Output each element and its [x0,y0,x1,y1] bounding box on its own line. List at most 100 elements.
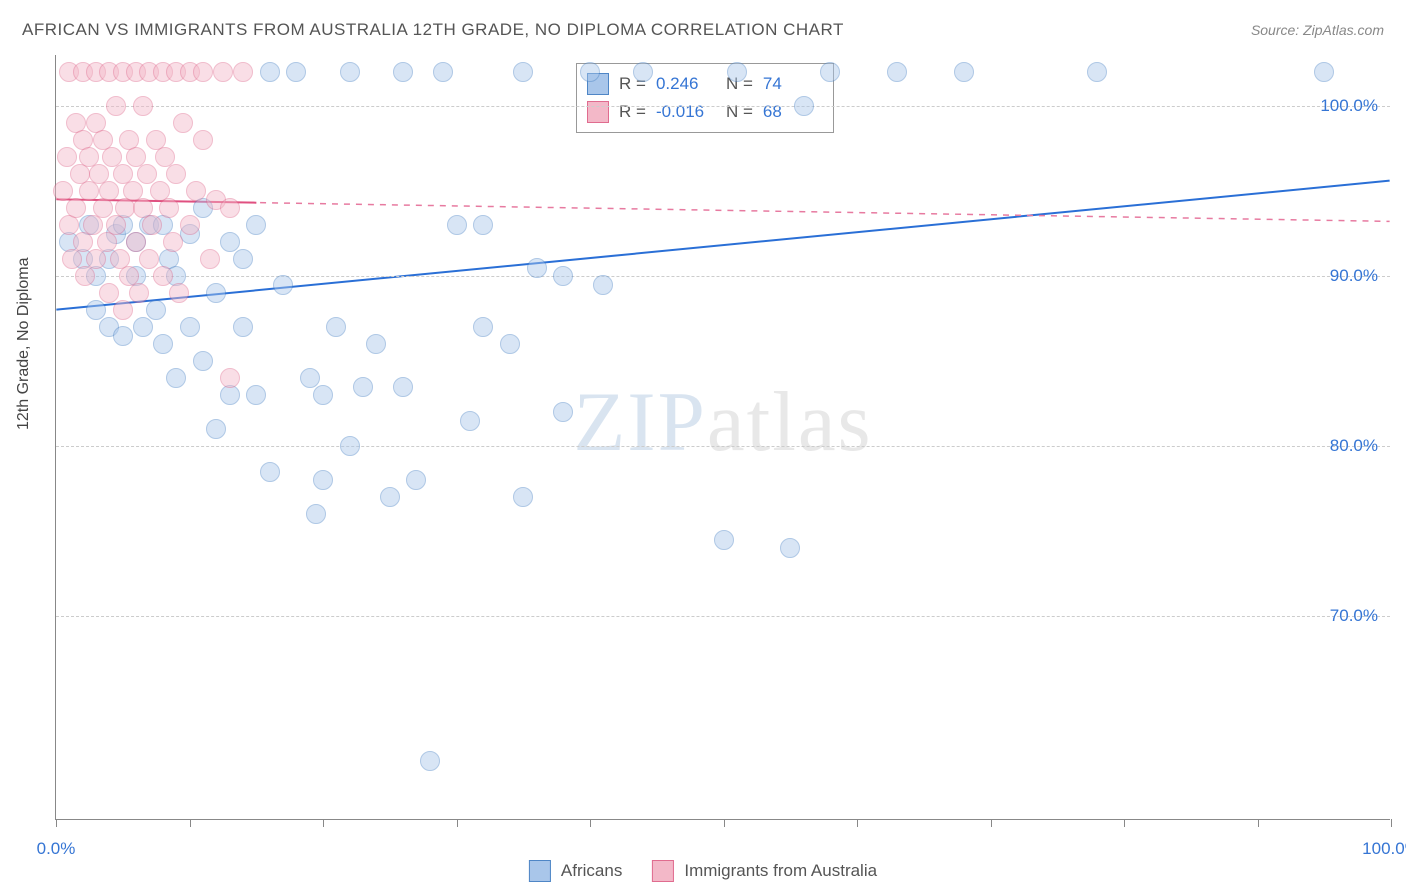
y-axis-label: 12th Grade, No Diploma [15,257,33,430]
gridline [56,446,1390,447]
data-point [113,300,133,320]
r-label-2: R = [619,98,646,126]
data-point [300,368,320,388]
data-point [273,275,293,295]
data-point [714,530,734,550]
data-point [406,470,426,490]
data-point [180,215,200,235]
stats-row-1: R = 0.246 N = 74 [587,70,823,98]
data-point [473,215,493,235]
data-point [246,215,266,235]
data-point [129,283,149,303]
data-point [200,249,220,269]
data-point [313,470,333,490]
data-point [393,62,413,82]
watermark-atlas: atlas [707,375,873,469]
legend-swatch-2 [652,860,674,882]
data-point [1087,62,1107,82]
data-point [206,419,226,439]
data-point [306,504,326,524]
data-point [133,96,153,116]
watermark-zip: ZIP [573,375,707,469]
bottom-legend: Africans Immigrants from Australia [529,860,877,882]
data-point [75,266,95,286]
gridline [56,276,1390,277]
stats-box: R = 0.246 N = 74 R = -0.016 N = 68 [576,63,834,133]
data-point [159,198,179,218]
xtick-mark [590,819,591,827]
data-point [220,232,240,252]
source-label: Source: ZipAtlas.com [1251,22,1384,38]
data-point [66,198,86,218]
data-point [79,181,99,201]
legend-swatch-1 [529,860,551,882]
data-point [460,411,480,431]
data-point [173,113,193,133]
xtick-mark [457,819,458,827]
data-point [220,368,240,388]
data-point [233,249,253,269]
data-point [83,215,103,235]
data-point [353,377,373,397]
data-point [86,300,106,320]
watermark: ZIPatlas [573,373,872,471]
data-point [246,385,266,405]
ytick-label: 70.0% [1330,606,1378,626]
xtick-mark [190,819,191,827]
data-point [137,164,157,184]
n-value-2: 68 [763,98,823,126]
data-point [153,334,173,354]
data-point [366,334,386,354]
chart-title: AFRICAN VS IMMIGRANTS FROM AUSTRALIA 12T… [22,20,844,40]
n-label-2: N = [726,98,753,126]
data-point [553,402,573,422]
stats-row-2: R = -0.016 N = 68 [587,98,823,126]
chart-container: AFRICAN VS IMMIGRANTS FROM AUSTRALIA 12T… [0,0,1406,892]
data-point [142,215,162,235]
data-point [954,62,974,82]
plot-area: ZIPatlas R = 0.246 N = 74 R = -0.016 N =… [55,55,1390,820]
data-point [99,283,119,303]
data-point [500,334,520,354]
data-point [340,62,360,82]
ytick-label: 100.0% [1320,96,1378,116]
data-point [73,232,93,252]
data-point [53,181,73,201]
data-point [473,317,493,337]
data-point [233,317,253,337]
data-point [513,62,533,82]
data-point [433,62,453,82]
data-point [326,317,346,337]
swatch-series-2 [587,101,609,123]
xtick-mark [1124,819,1125,827]
trend-lines-svg [56,55,1390,819]
data-point [313,385,333,405]
xtick-label: 100.0% [1362,839,1406,859]
data-point [206,283,226,303]
data-point [86,249,106,269]
data-point [186,181,206,201]
xtick-mark [323,819,324,827]
data-point [166,368,186,388]
gridline [56,616,1390,617]
data-point [169,283,189,303]
data-point [593,275,613,295]
data-point [233,62,253,82]
data-point [166,164,186,184]
data-point [447,215,467,235]
data-point [97,232,117,252]
data-point [106,215,126,235]
data-point [59,215,79,235]
r-value-1: 0.246 [656,70,716,98]
data-point [260,62,280,82]
data-point [1314,62,1334,82]
data-point [420,751,440,771]
data-point [193,62,213,82]
legend-item-1: Africans [529,860,622,882]
data-point [380,487,400,507]
data-point [780,538,800,558]
data-point [727,62,747,82]
data-point [193,130,213,150]
data-point [62,249,82,269]
data-point [527,258,547,278]
